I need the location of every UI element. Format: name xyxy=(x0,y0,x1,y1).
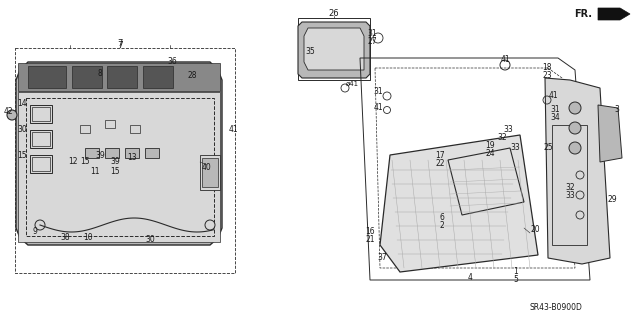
Text: SR43-B0900D: SR43-B0900D xyxy=(530,303,583,313)
Text: 14: 14 xyxy=(17,100,27,108)
Bar xyxy=(145,148,159,158)
Text: 32: 32 xyxy=(565,183,575,192)
Bar xyxy=(32,157,50,171)
Text: 5: 5 xyxy=(513,276,518,285)
Text: 23: 23 xyxy=(542,71,552,80)
Bar xyxy=(30,155,52,173)
Text: 4: 4 xyxy=(468,272,472,281)
Bar xyxy=(72,66,102,88)
Text: 41: 41 xyxy=(500,56,510,64)
Circle shape xyxy=(205,220,215,230)
Text: 19: 19 xyxy=(485,140,495,150)
Text: 29: 29 xyxy=(607,196,617,204)
Text: 40: 40 xyxy=(202,164,212,173)
Text: 3: 3 xyxy=(614,106,620,115)
Bar xyxy=(30,105,52,123)
Bar xyxy=(26,98,214,236)
Text: 22: 22 xyxy=(435,159,445,167)
Text: 10: 10 xyxy=(83,233,93,241)
Text: ø41: ø41 xyxy=(346,81,358,87)
Text: 12: 12 xyxy=(68,158,77,167)
Text: 24: 24 xyxy=(485,149,495,158)
Circle shape xyxy=(35,220,45,230)
Bar xyxy=(28,66,66,88)
Text: FR.: FR. xyxy=(574,9,592,19)
Bar xyxy=(200,155,220,190)
Text: 31: 31 xyxy=(367,28,377,38)
Bar xyxy=(130,125,140,133)
Polygon shape xyxy=(598,8,630,20)
Bar xyxy=(202,158,218,187)
Text: 2: 2 xyxy=(440,220,444,229)
Text: 15: 15 xyxy=(17,151,27,160)
Text: 20: 20 xyxy=(530,226,540,234)
Text: 30: 30 xyxy=(145,235,155,244)
Bar xyxy=(18,63,220,91)
Bar xyxy=(143,66,173,88)
Text: 7: 7 xyxy=(117,40,123,48)
Bar xyxy=(15,48,235,273)
Polygon shape xyxy=(380,135,538,272)
Text: 33: 33 xyxy=(565,191,575,201)
Text: 26: 26 xyxy=(329,10,339,19)
Polygon shape xyxy=(16,62,222,245)
Circle shape xyxy=(569,142,581,154)
Text: 15: 15 xyxy=(80,158,90,167)
Bar xyxy=(18,92,220,242)
Bar xyxy=(80,125,90,133)
Text: 41: 41 xyxy=(228,125,238,135)
Bar xyxy=(105,148,119,158)
Text: 13: 13 xyxy=(127,153,137,162)
Text: 16: 16 xyxy=(365,227,375,236)
Bar xyxy=(552,125,587,245)
Text: 9: 9 xyxy=(33,227,37,236)
Polygon shape xyxy=(304,28,364,70)
Polygon shape xyxy=(448,148,524,215)
Circle shape xyxy=(569,122,581,134)
Text: 33: 33 xyxy=(510,144,520,152)
Bar xyxy=(85,148,99,158)
Polygon shape xyxy=(598,105,622,162)
Bar xyxy=(125,148,139,158)
Bar xyxy=(105,120,115,128)
Text: 1: 1 xyxy=(514,268,518,277)
Bar xyxy=(298,18,370,80)
Text: 28: 28 xyxy=(188,71,196,80)
Text: 33: 33 xyxy=(503,125,513,135)
Text: 39: 39 xyxy=(95,151,105,160)
Text: 34: 34 xyxy=(550,114,560,122)
Text: 27: 27 xyxy=(367,38,377,47)
Text: 41: 41 xyxy=(548,92,558,100)
Text: 36: 36 xyxy=(167,56,177,65)
Text: 39: 39 xyxy=(110,158,120,167)
Circle shape xyxy=(569,102,581,114)
Bar xyxy=(32,132,50,146)
Text: 31: 31 xyxy=(550,106,560,115)
Text: 37: 37 xyxy=(377,254,387,263)
Bar xyxy=(30,130,52,148)
Polygon shape xyxy=(298,22,370,78)
Text: 25: 25 xyxy=(543,144,553,152)
Polygon shape xyxy=(545,78,610,264)
Text: 7: 7 xyxy=(117,41,123,49)
Text: 11: 11 xyxy=(90,167,100,176)
Bar xyxy=(107,66,137,88)
Text: 17: 17 xyxy=(435,151,445,160)
Text: 21: 21 xyxy=(365,235,375,244)
Text: 15: 15 xyxy=(110,167,120,176)
Text: 38: 38 xyxy=(60,233,70,241)
Text: 8: 8 xyxy=(98,70,102,78)
Text: 31: 31 xyxy=(373,87,383,97)
Text: 42: 42 xyxy=(3,108,13,116)
Text: 30: 30 xyxy=(17,125,27,135)
Text: 35: 35 xyxy=(305,48,315,56)
Text: 6: 6 xyxy=(440,213,444,222)
Text: 32: 32 xyxy=(497,133,507,143)
Text: 41: 41 xyxy=(373,102,383,112)
Text: 18: 18 xyxy=(542,63,552,72)
Bar xyxy=(32,107,50,121)
Circle shape xyxy=(7,110,17,120)
